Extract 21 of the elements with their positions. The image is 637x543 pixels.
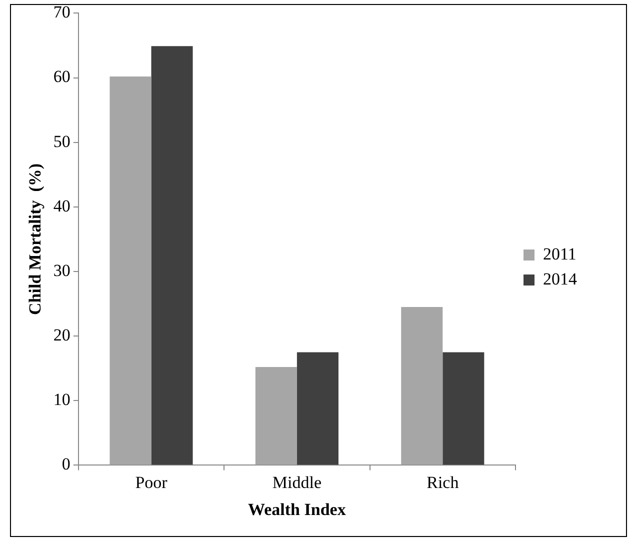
y-tick-label: 50 bbox=[53, 132, 70, 151]
bar bbox=[442, 352, 484, 465]
y-tick-label: 40 bbox=[53, 196, 70, 216]
x-tick-label: Rich bbox=[426, 472, 460, 492]
bar bbox=[110, 76, 152, 465]
legend-label: 2014 bbox=[543, 269, 578, 288]
bar bbox=[296, 352, 338, 465]
y-tick-label: 70 bbox=[53, 2, 70, 22]
y-axis-title: Child Mortality (%) bbox=[26, 163, 45, 315]
bar bbox=[151, 46, 193, 465]
x-tick-label: Middle bbox=[272, 472, 322, 492]
x-tick-label: Poor bbox=[135, 472, 168, 492]
y-tick-label: 10 bbox=[53, 390, 70, 410]
x-axis-title: Wealth Index bbox=[248, 500, 346, 520]
y-tick-label: 20 bbox=[53, 326, 70, 345]
legend-label: 2011 bbox=[543, 244, 576, 264]
y-tick-label: 0 bbox=[62, 454, 70, 474]
bar bbox=[401, 307, 443, 465]
y-tick-label: 30 bbox=[53, 260, 70, 280]
bar bbox=[255, 367, 297, 465]
y-tick-label: 60 bbox=[53, 67, 70, 86]
